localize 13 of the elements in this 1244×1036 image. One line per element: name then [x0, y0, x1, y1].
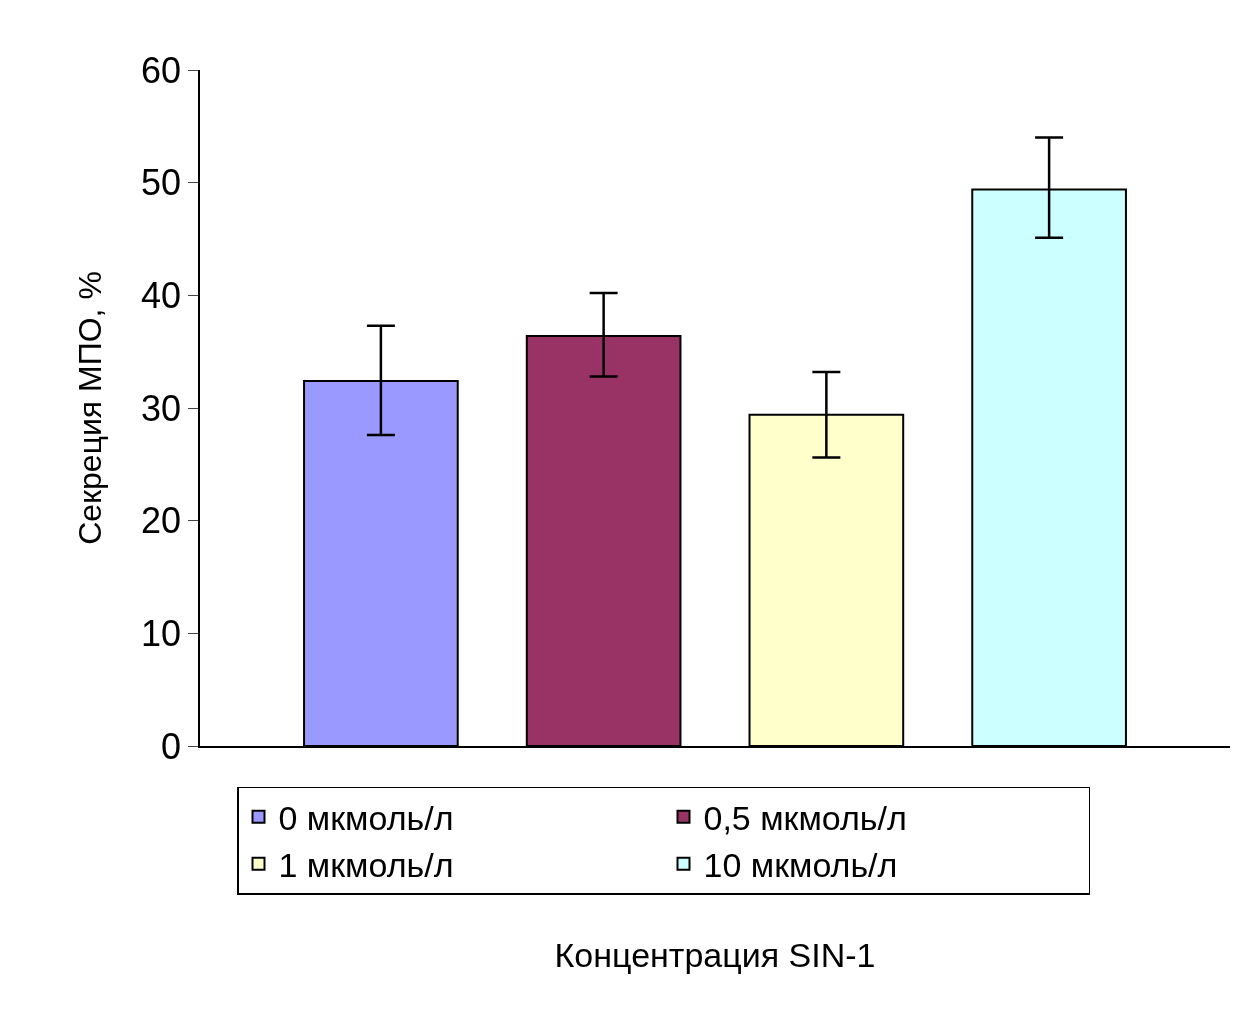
y-tick-label: 20	[141, 500, 182, 542]
y-axis-title: Секреция МПО, %	[71, 271, 108, 545]
legend-label: 1 мкмоль/л	[278, 846, 454, 885]
y-tick-label: 40	[141, 274, 182, 316]
y-tick-label: 60	[141, 49, 182, 91]
legend-label: 0 мкмоль/л	[278, 798, 454, 837]
y-tick-label: 30	[141, 387, 182, 429]
y-tick-label: 10	[141, 612, 182, 654]
legend-label: 10 мкмоль/л	[703, 846, 898, 885]
y-tick-label: 0	[161, 725, 182, 767]
y-tick-label: 50	[141, 162, 182, 204]
x-axis-title: Концентрация SIN-1	[554, 936, 876, 975]
legend-label: 0,5 мкмоль/л	[703, 798, 907, 837]
